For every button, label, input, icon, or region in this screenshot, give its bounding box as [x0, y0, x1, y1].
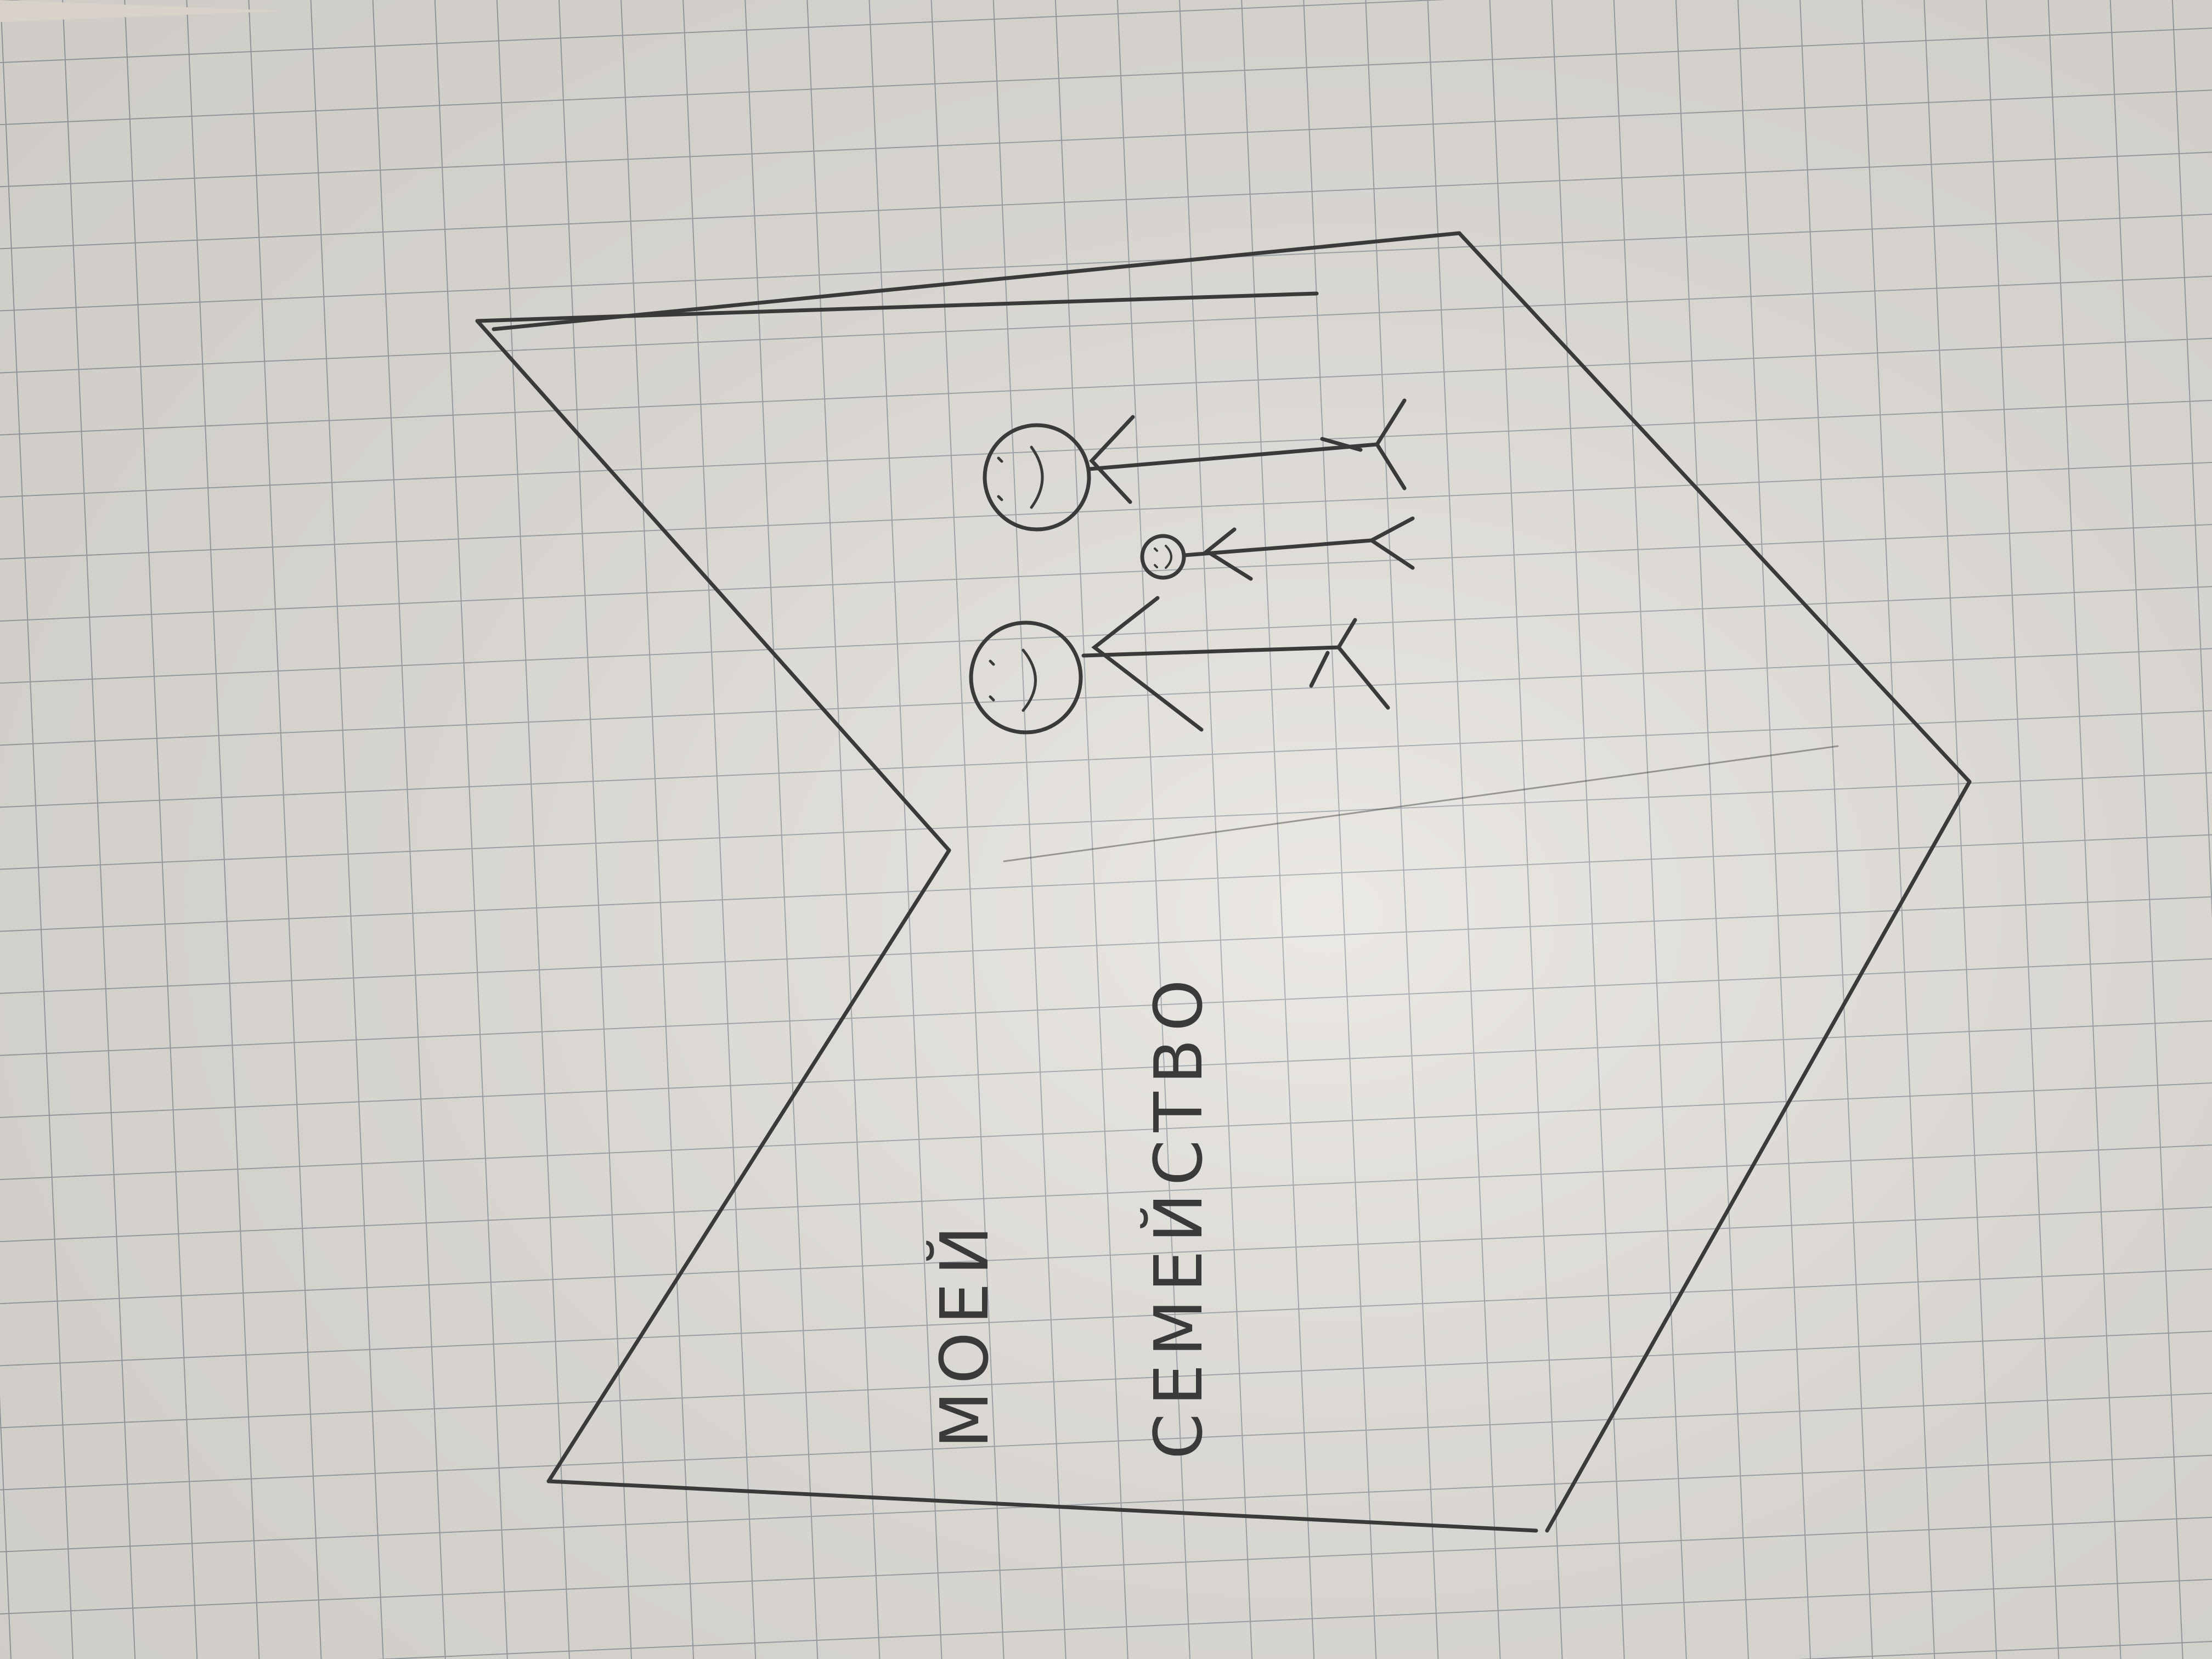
figure-body: [1081, 596, 1390, 732]
figure-head: [969, 620, 1083, 735]
figure-head: [1140, 534, 1186, 580]
figure-body: [1183, 516, 1415, 581]
roof-lower-slope: [546, 848, 951, 1483]
inscription-line-2: СЕМЕЙСТВО: [1141, 972, 1217, 1459]
house-base-upper: [1545, 780, 1972, 1533]
handwritten-inscription: МОЕЙ СЕМЕЙСТВО: [927, 972, 1217, 1459]
figure-face: [1154, 545, 1172, 569]
paper-edge: [0, 0, 285, 22]
stick-figure-bottom: [969, 596, 1390, 735]
house-bottom-wall: [546, 1479, 1538, 1533]
house-outline: [475, 231, 1972, 1533]
house-top-wall-double: [492, 231, 1462, 331]
stick-figure-child: [1140, 516, 1415, 581]
roof-upper-slope: [475, 319, 951, 853]
figure-face: [997, 445, 1044, 509]
figure-body: [1087, 398, 1407, 504]
house-right-wall: [1457, 231, 1972, 784]
family-figures: [969, 398, 1415, 735]
faint-center-line: [1003, 745, 1839, 862]
inscription-line-1: МОЕЙ: [927, 1218, 1003, 1448]
stick-figure-top: [983, 398, 1407, 532]
figure-head: [983, 423, 1091, 532]
figure-face: [989, 648, 1037, 712]
